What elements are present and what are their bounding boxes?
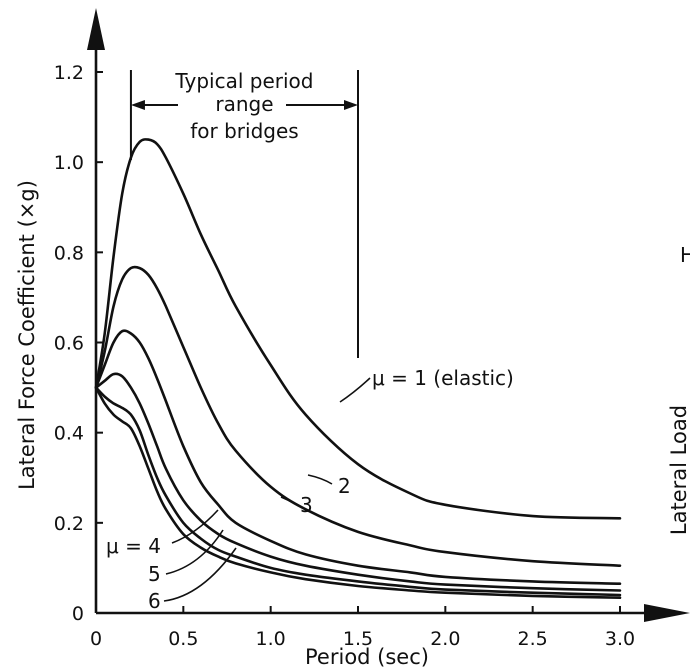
curve-series-5	[94, 386, 622, 597]
y-tick-label: 0.4	[54, 423, 84, 445]
x-ticks: 0 0.5 1.0 1.5 2.0 2.5 3.0	[90, 606, 635, 650]
clipped-edge-glyph: H	[680, 243, 690, 267]
x-tick-label: 1.0	[256, 628, 286, 650]
label-leader-series-3	[280, 496, 297, 505]
curve-series-6	[94, 386, 622, 599]
period-range-bracket: Typical period range for bridges	[129, 69, 359, 358]
x-axis-title: Period (sec)	[305, 645, 429, 669]
period-range-text-line-1: Typical period	[174, 69, 313, 93]
x-tick-label: 3.0	[605, 628, 635, 650]
y-tick-label: 1.2	[54, 62, 84, 84]
period-range-text-line-2: range	[215, 92, 273, 116]
x-tick-label: 2.5	[518, 628, 548, 650]
x-tick-label: 0.5	[168, 628, 198, 650]
x-tick-label: 2.0	[430, 628, 460, 650]
y-tick-label: 1.0	[54, 152, 84, 174]
series-labels: μ = 1 (elastic) 2 3 μ = 4 5 6	[106, 366, 514, 613]
y-tick-label: 0.2	[54, 513, 84, 535]
label-leader-series-6	[163, 547, 237, 602]
curve-series-2	[94, 265, 622, 567]
label-series-5: 5	[148, 562, 161, 586]
x-tick-label: 0	[90, 628, 102, 650]
curve-series-4	[94, 372, 622, 592]
clipped-edge-axis-title: Lateral Load	[667, 405, 690, 535]
label-series-2: 2	[338, 474, 351, 498]
curve-series-1	[94, 138, 622, 520]
label-leader-series-1	[339, 377, 371, 403]
label-series-4: μ = 4	[106, 534, 161, 558]
label-leader-series-5	[165, 529, 224, 575]
curve-series-3	[94, 329, 622, 585]
x-tick-label: 1.5	[343, 628, 373, 650]
y-ticks: 0 0.2 0.4 0.6 0.8 1.0 1.2	[54, 62, 103, 625]
y-tick-label: 0.8	[54, 242, 84, 264]
y-axis-arrowhead	[87, 8, 105, 50]
label-series-6: 6	[148, 589, 161, 613]
label-series-3: 3	[300, 493, 313, 517]
period-range-arrowhead-right	[344, 100, 358, 110]
y-tick-label: 0.6	[54, 333, 84, 355]
label-leader-series-2	[307, 474, 333, 485]
period-range-text-line-3: for bridges	[190, 119, 298, 143]
y-tick-label: 0	[72, 603, 84, 625]
label-leader-series-4	[171, 509, 219, 544]
series-curves	[94, 138, 622, 599]
axes	[87, 8, 690, 622]
x-axis-arrowhead	[644, 604, 690, 622]
label-series-1: μ = 1 (elastic)	[372, 366, 514, 390]
period-range-arrowhead-left	[130, 100, 145, 110]
y-axis-title: Lateral Force Coefficient (×g)	[15, 180, 39, 490]
